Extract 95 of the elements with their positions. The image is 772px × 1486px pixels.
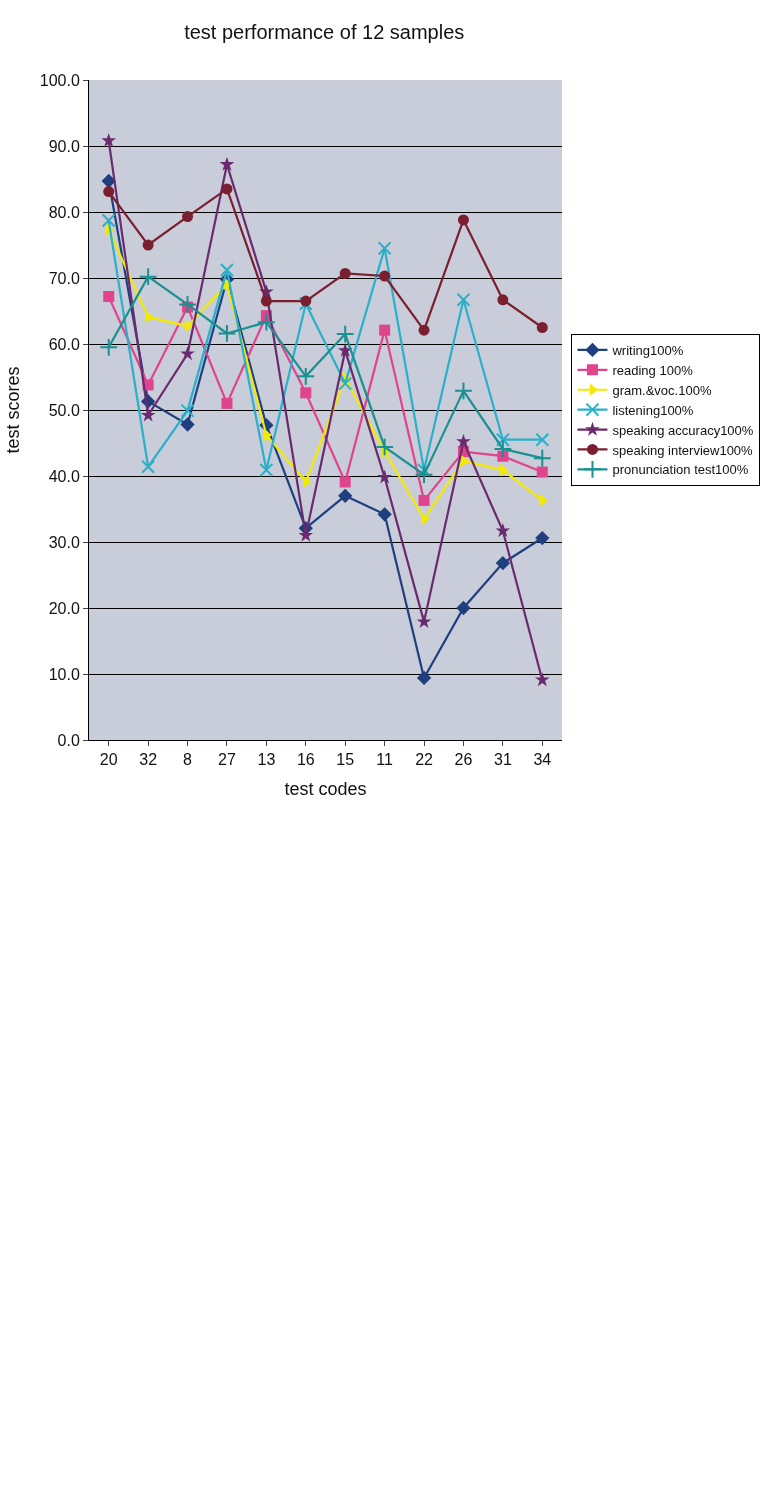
point [140, 407, 156, 422]
point [377, 469, 392, 484]
x-tick-label: 32 [139, 751, 158, 769]
point [101, 133, 117, 147]
point [456, 600, 471, 616]
x-axis-title: test codes [284, 779, 367, 800]
point [101, 213, 116, 228]
x-tick-label: 15 [336, 751, 355, 769]
point [260, 295, 272, 307]
point [219, 156, 235, 171]
point [182, 211, 194, 223]
point [497, 450, 509, 462]
x-tick-label: 16 [296, 751, 315, 769]
y-tick-label: 60.0 [48, 335, 80, 353]
point [138, 267, 158, 287]
point [497, 294, 509, 306]
point [418, 494, 430, 506]
point [532, 448, 552, 468]
point [417, 463, 432, 478]
point [495, 555, 511, 571]
point [339, 267, 351, 279]
point [495, 523, 511, 538]
legend-label: gram.&voc.100% [612, 382, 712, 398]
point [535, 432, 550, 447]
y-tick-label: 90.0 [48, 137, 80, 155]
point [377, 241, 392, 256]
point [454, 381, 473, 401]
point [300, 295, 312, 307]
point [219, 263, 234, 278]
point [495, 432, 510, 447]
point [536, 466, 548, 478]
legend-label: listening100% [612, 402, 694, 418]
point [375, 437, 395, 457]
legend-label: writing100% [611, 343, 684, 359]
point [493, 439, 513, 459]
point [256, 312, 276, 332]
x-tick-label: 27 [218, 751, 236, 769]
y-tick-label: 20.0 [48, 599, 80, 617]
point [418, 324, 430, 336]
y-tick-label: 80.0 [48, 203, 80, 221]
point [536, 322, 548, 333]
point [335, 324, 355, 344]
point [180, 346, 195, 361]
x-tick-label: 22 [415, 751, 434, 769]
y-tick-label: 50.0 [48, 401, 80, 419]
point [416, 614, 432, 629]
point [457, 214, 469, 226]
point [337, 342, 353, 357]
point [414, 465, 434, 485]
point [339, 476, 351, 488]
point [456, 433, 471, 448]
point [377, 507, 392, 522]
y-tick-label: 10.0 [48, 665, 80, 683]
legend-label: reading 100% [612, 362, 694, 378]
point [456, 292, 471, 307]
point [141, 459, 156, 474]
y-axis-title: test scores [2, 366, 23, 454]
point [379, 324, 391, 336]
point [99, 337, 119, 357]
point [180, 403, 195, 418]
point [259, 463, 274, 478]
y-tick-label: 0.0 [57, 731, 80, 749]
point [142, 239, 154, 251]
y-tick-label: 100.0 [39, 71, 80, 89]
legend-label: speaking interview100% [612, 442, 754, 458]
x-tick-label: 31 [493, 751, 512, 769]
point [184, 319, 194, 333]
x-tick-label: 13 [257, 751, 276, 769]
point [103, 290, 115, 302]
point [534, 672, 550, 687]
point [379, 270, 391, 282]
point [217, 324, 237, 343]
point [416, 670, 432, 686]
x-tick-label: 34 [533, 751, 552, 769]
x-tick-label: 11 [376, 751, 394, 769]
point [298, 527, 314, 542]
legend-label: pronunciation test100% [612, 462, 749, 478]
point [221, 183, 233, 195]
point [221, 397, 233, 409]
y-tick-label: 30.0 [48, 533, 80, 551]
y-tick-label: 40.0 [48, 467, 80, 485]
chart-title: test performance of 12 samples [184, 20, 465, 43]
y-tick-label: 70.0 [48, 269, 80, 287]
point [178, 295, 197, 314]
legend-label: speaking accuracy100% [612, 422, 754, 438]
point [338, 488, 353, 503]
x-tick-label: 8 [183, 751, 193, 769]
point [300, 387, 312, 399]
x-tick-label: 20 [99, 751, 118, 769]
point [296, 366, 316, 386]
point [535, 530, 550, 546]
point [103, 186, 115, 198]
point [180, 417, 195, 432]
point [338, 376, 353, 391]
x-tick-label: 26 [454, 751, 473, 769]
